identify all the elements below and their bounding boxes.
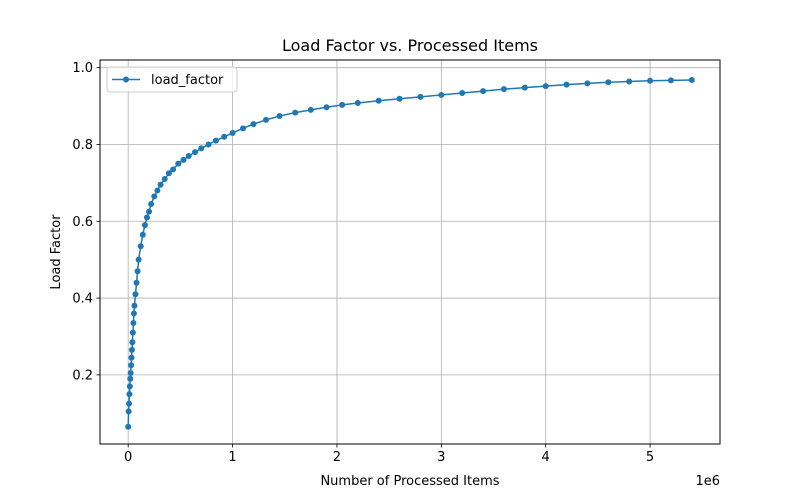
data-point xyxy=(250,121,257,128)
data-point xyxy=(626,78,633,85)
data-point xyxy=(134,268,141,275)
data-point xyxy=(143,214,150,221)
x-axis-offset-label: 1e6 xyxy=(695,474,720,489)
ticks-layer: 0 1 2 3 4 5 0.2 0.4 0.6 0.8 1.0 xyxy=(72,61,654,465)
series-layer xyxy=(125,76,695,430)
x-tick-label: 0 xyxy=(124,450,132,465)
data-point xyxy=(125,423,132,430)
grid-layer xyxy=(100,60,720,444)
data-point xyxy=(132,291,139,298)
axes-frame xyxy=(99,59,721,445)
data-point xyxy=(521,84,528,91)
data-point xyxy=(157,181,164,188)
data-point xyxy=(221,133,228,140)
data-point xyxy=(688,76,695,83)
data-point xyxy=(191,149,198,156)
data-point xyxy=(175,160,182,167)
data-point xyxy=(229,129,236,136)
data-point xyxy=(141,222,148,229)
data-point xyxy=(130,320,137,327)
data-point xyxy=(137,243,144,250)
data-point xyxy=(292,109,299,116)
data-point xyxy=(154,187,161,194)
data-point xyxy=(130,310,137,317)
y-tick-label: 0.6 xyxy=(72,215,93,230)
x-tick-label: 2 xyxy=(333,450,341,465)
data-point xyxy=(198,145,205,152)
data-point xyxy=(205,141,212,148)
data-point xyxy=(323,104,330,111)
y-axis-label: Load Factor xyxy=(49,214,64,290)
data-point xyxy=(459,90,466,97)
data-point xyxy=(125,408,132,415)
data-point xyxy=(126,400,133,407)
data-point xyxy=(146,208,153,215)
data-point xyxy=(240,125,246,132)
data-point xyxy=(417,93,424,100)
data-point xyxy=(212,137,219,144)
data-point xyxy=(128,346,135,353)
data-point xyxy=(396,95,403,102)
data-point xyxy=(185,153,192,159)
data-point xyxy=(128,362,135,369)
x-tick-label: 5 xyxy=(646,450,654,465)
x-axis-label: Number of Processed Items xyxy=(320,474,499,489)
data-point xyxy=(129,339,136,346)
data-point xyxy=(128,354,135,361)
data-point xyxy=(148,201,155,207)
data-point xyxy=(584,80,591,87)
x-tick-label: 3 xyxy=(437,450,445,465)
chart-title: Load Factor vs. Processed Items xyxy=(282,36,538,55)
data-point xyxy=(129,329,136,336)
data-point xyxy=(667,77,674,84)
data-point xyxy=(542,83,549,90)
data-point xyxy=(276,113,283,120)
data-point xyxy=(375,97,382,104)
data-point xyxy=(438,91,445,98)
data-point xyxy=(605,79,612,86)
data-point xyxy=(500,86,507,93)
x-tick-label: 1 xyxy=(228,450,236,465)
legend-label: load_factor xyxy=(151,73,224,88)
data-point xyxy=(133,279,140,286)
data-point xyxy=(647,77,654,84)
data-point xyxy=(135,256,142,263)
data-point xyxy=(127,369,134,376)
data-point xyxy=(307,106,314,113)
data-point xyxy=(339,101,346,108)
y-tick-label: 0.4 xyxy=(72,292,93,307)
data-point xyxy=(170,166,177,173)
data-point xyxy=(180,156,187,163)
data-point xyxy=(563,81,570,88)
x-tick-label: 4 xyxy=(542,450,550,465)
y-tick-label: 0.8 xyxy=(72,138,93,153)
data-point xyxy=(161,176,168,183)
data-point xyxy=(262,116,269,123)
data-point xyxy=(354,100,361,107)
data-point xyxy=(131,302,138,309)
data-point xyxy=(139,231,146,238)
data-point xyxy=(165,170,172,177)
legend-marker-sample xyxy=(123,76,129,83)
y-tick-label: 1.0 xyxy=(72,61,93,76)
data-point xyxy=(126,391,133,398)
legend-box xyxy=(106,66,238,93)
legend: load_factor xyxy=(106,66,238,93)
data-point xyxy=(151,193,158,200)
data-point xyxy=(480,88,487,95)
data-point xyxy=(127,375,134,382)
data-point xyxy=(126,383,133,390)
y-tick-label: 0.2 xyxy=(72,368,93,383)
